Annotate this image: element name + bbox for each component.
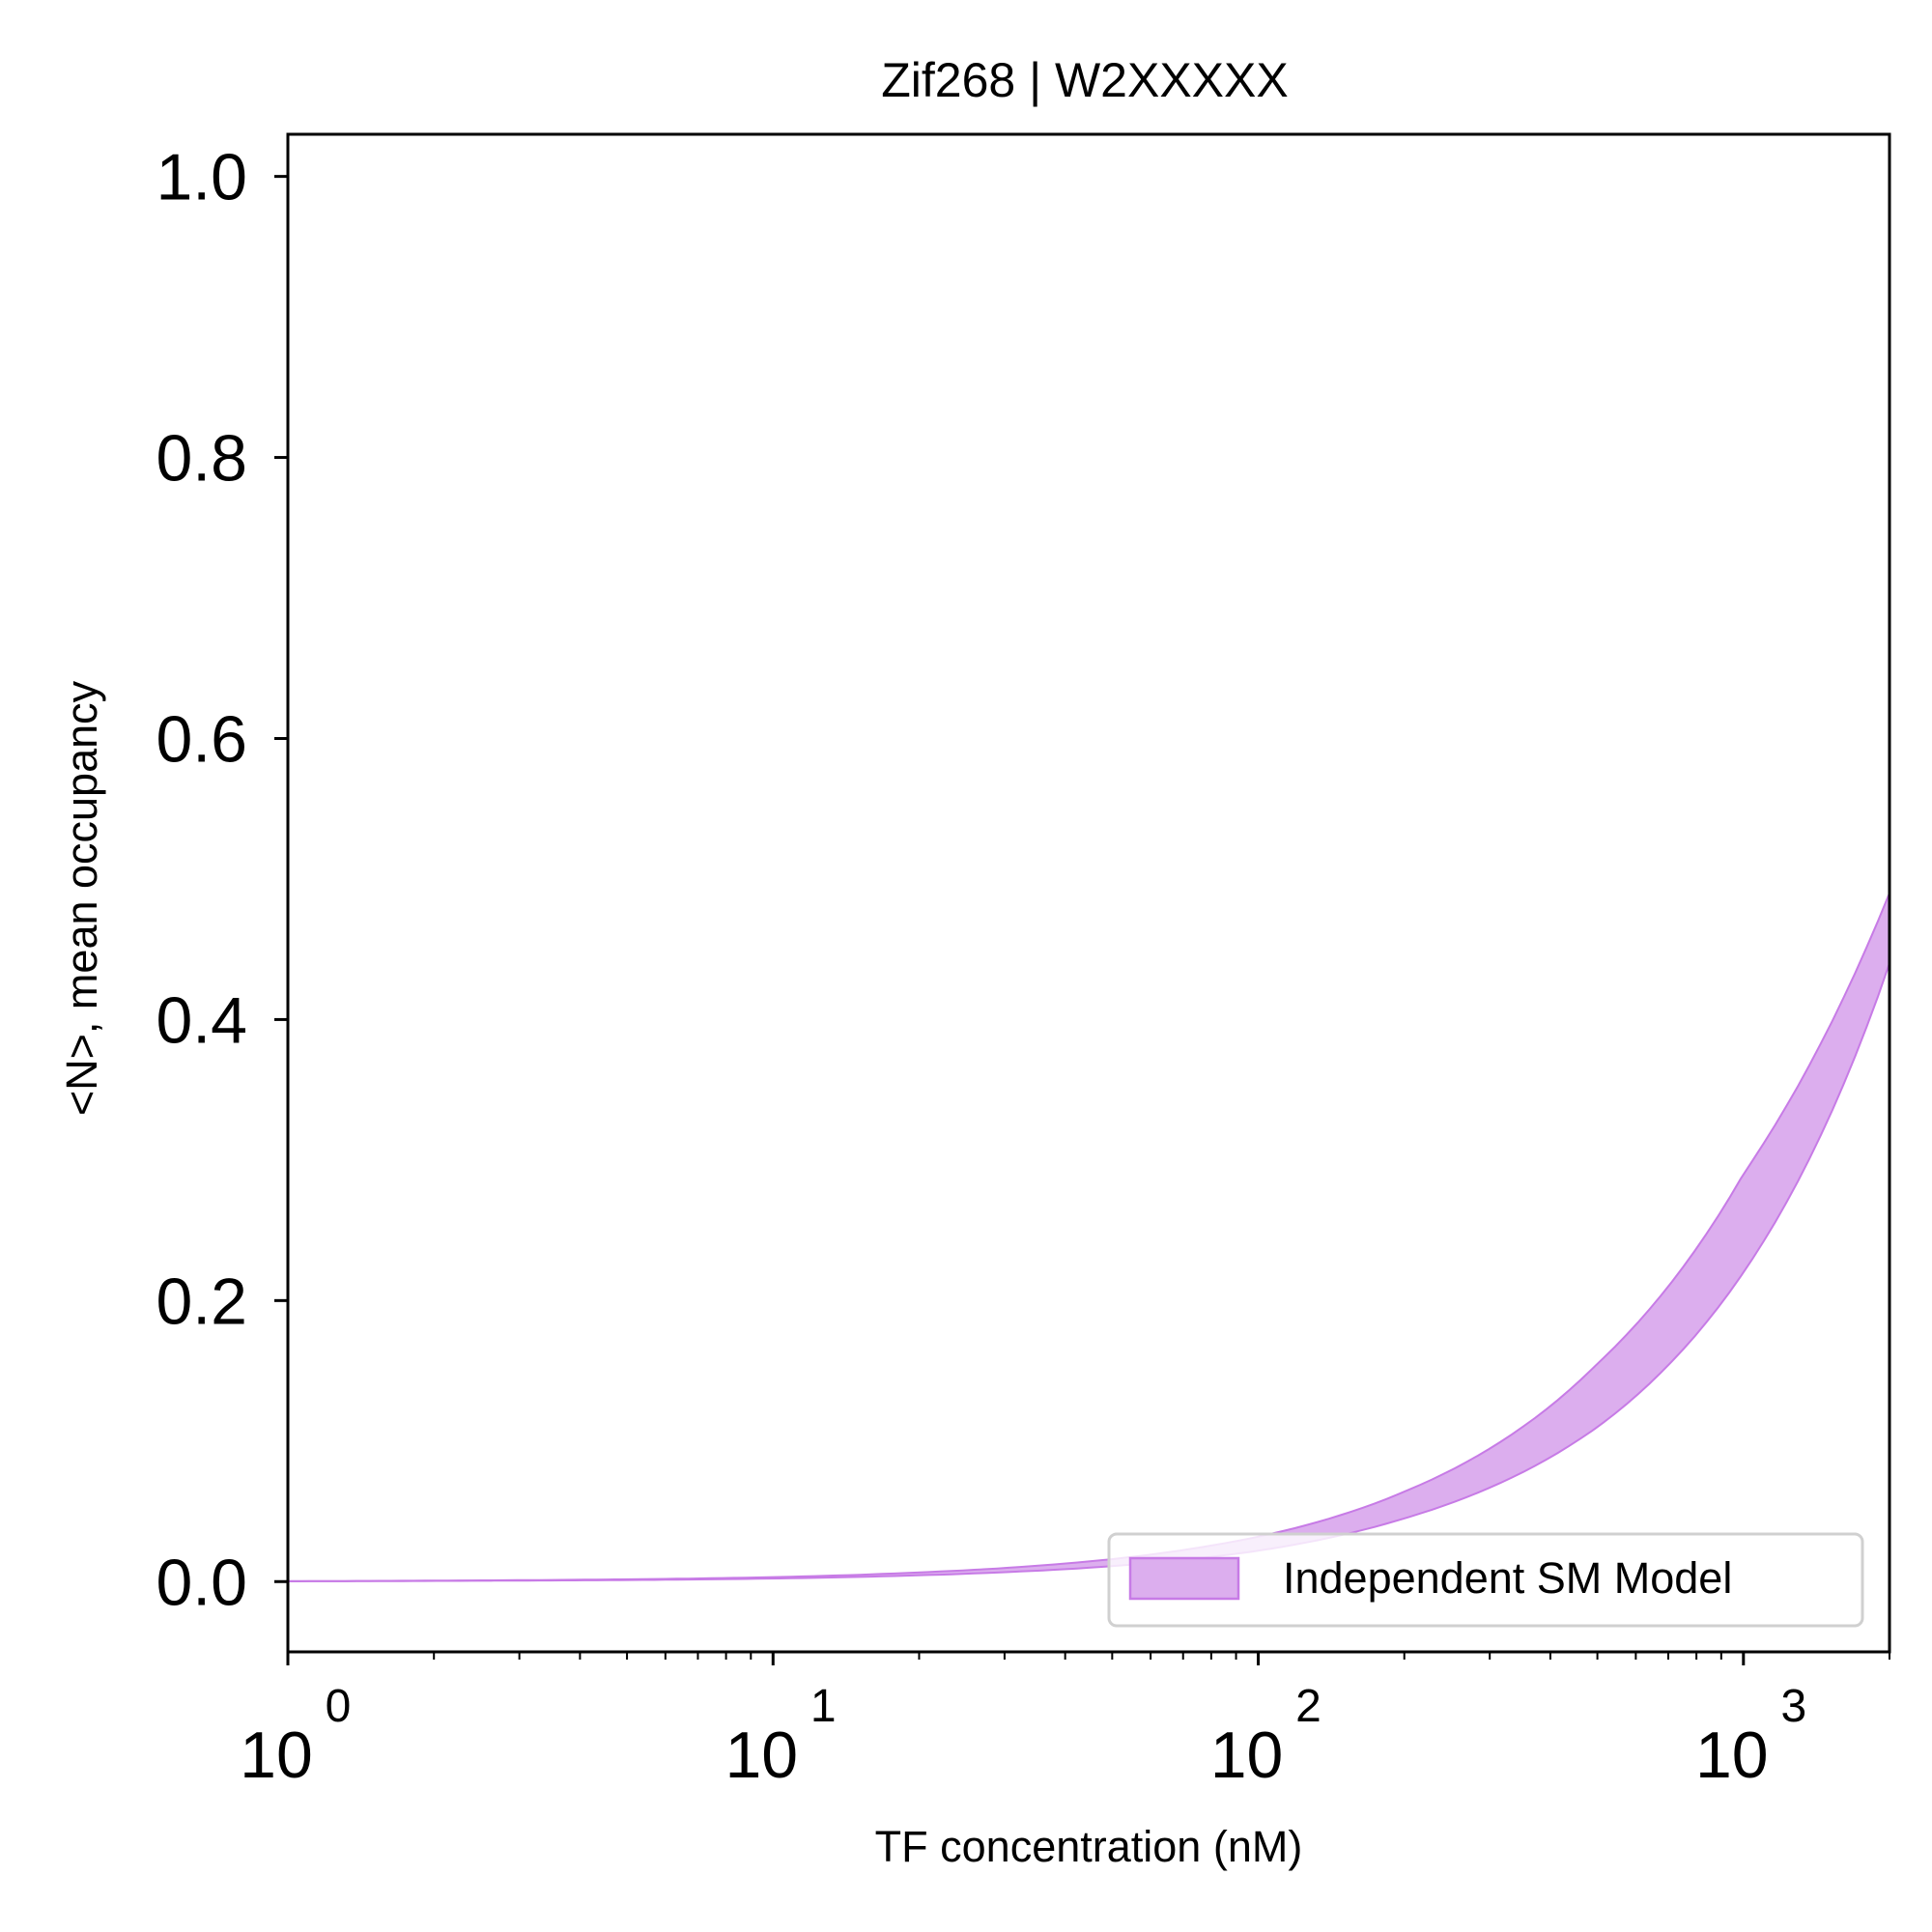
legend: Independent SM Model	[1107, 1532, 1864, 1628]
band-upper-edge-0	[288, 893, 1890, 1582]
x-tick-exponent: 3	[1780, 1681, 1806, 1732]
x-tick-label: 10	[1695, 1719, 1769, 1792]
x-tick-exponent: 0	[326, 1681, 352, 1732]
x-tick-exponent: 1	[810, 1681, 837, 1732]
band-lower-edge-0	[288, 962, 1890, 1582]
confidence-band-0	[288, 893, 1889, 1581]
x-tick-label: 10	[240, 1719, 313, 1792]
legend-label: Independent SM Model	[1283, 1553, 1732, 1603]
x-tick-exponent: 2	[1295, 1681, 1321, 1732]
y-axis-label: <N>, mean occupancy	[57, 680, 106, 1116]
x-axis-label: TF concentration (nM)	[875, 1822, 1303, 1871]
y-tick-label: 0.2	[156, 1264, 247, 1338]
y-axis-ticks: 0.0 0.2 0.4 0.6 0.8 1.0	[156, 141, 288, 1619]
y-tick-label: 1.0	[156, 141, 247, 214]
legend-frame	[1107, 1532, 1864, 1628]
y-tick-label: 0.0	[156, 1546, 247, 1619]
confidence-band-layer	[288, 893, 1890, 1582]
x-tick-label: 10	[1210, 1719, 1284, 1792]
y-tick-label: 0.8	[156, 422, 247, 496]
plot-frame	[286, 132, 1891, 1654]
chart-title: Zif268 | W2XXXXX	[881, 53, 1288, 107]
legend-swatch	[1128, 1556, 1240, 1601]
y-tick-label: 0.4	[156, 983, 247, 1057]
y-tick-label: 0.6	[156, 702, 247, 776]
x-tick-label: 10	[724, 1719, 798, 1792]
